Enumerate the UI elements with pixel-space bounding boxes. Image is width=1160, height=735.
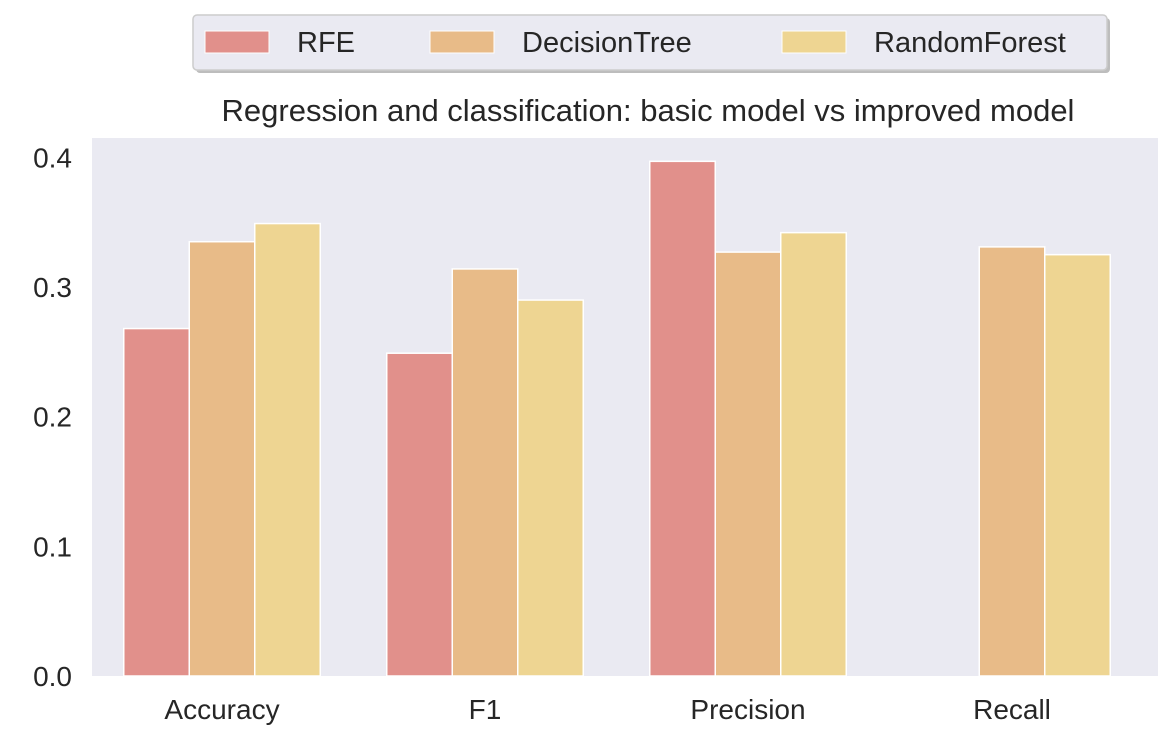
x-tick-label: Recall <box>973 694 1051 725</box>
bar-rfe-f1 <box>386 352 453 677</box>
y-tick-label: 0.4 <box>33 142 72 173</box>
legend-box <box>192 14 1108 71</box>
bar-rfe-accuracy <box>123 327 190 677</box>
legend-items: RFE DecisionTree RandomForest <box>204 27 1066 59</box>
x-tick-label: F1 <box>469 694 502 725</box>
y-axis: 0.0 0.1 0.2 0.3 0.4 <box>33 142 72 692</box>
legend-label-randomforest: RandomForest <box>874 27 1066 59</box>
y-tick-label: 0.2 <box>33 402 72 433</box>
bar-randomforest-precision <box>780 231 847 677</box>
bar-decisiontree-precision <box>714 251 782 677</box>
y-tick-label: 0.3 <box>33 272 72 303</box>
bars-group <box>123 160 1111 677</box>
legend-label-rfe: RFE <box>297 27 355 59</box>
x-tick-label: Precision <box>690 694 805 725</box>
bar-randomforest-f1 <box>517 299 584 677</box>
legend: RFE DecisionTree RandomForest <box>192 14 1110 73</box>
bar-decisiontree-f1 <box>451 268 519 677</box>
chart-title: Regression and classification: basic mod… <box>222 93 1075 128</box>
y-tick-label: 0.1 <box>33 531 72 562</box>
legend-label-decisiontree: DecisionTree <box>522 27 692 59</box>
bar-randomforest-recall <box>1044 253 1111 677</box>
x-axis: Accuracy F1 Precision Recall <box>164 694 1050 725</box>
legend-swatch-randomforest <box>781 30 847 54</box>
legend-swatch-decisiontree <box>429 30 495 54</box>
legend-swatch-rfe <box>204 30 270 54</box>
bar-decisiontree-accuracy <box>188 240 256 677</box>
x-tick-label: Accuracy <box>164 694 279 725</box>
bar-decisiontree-recall <box>978 246 1046 677</box>
bar-randomforest-accuracy <box>254 222 321 677</box>
bar-rfe-precision <box>649 160 716 677</box>
y-tick-label: 0.0 <box>33 661 72 692</box>
